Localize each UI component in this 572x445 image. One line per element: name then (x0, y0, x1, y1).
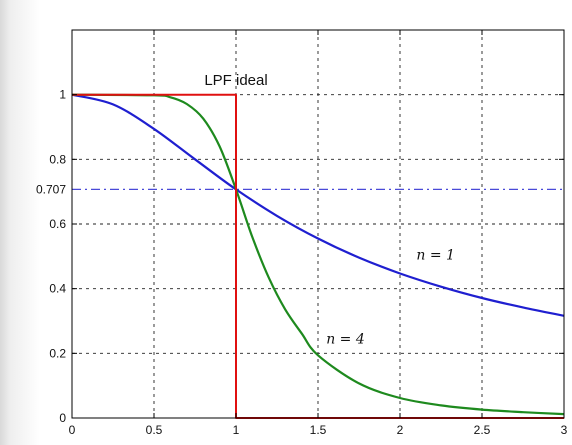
y-tick-label: 0 (59, 411, 66, 425)
x-tick-label: 3 (561, 423, 568, 437)
series-label-n4: n = 4 (326, 332, 365, 348)
series-label-n1: n = 1 (416, 248, 455, 264)
x-tick-label: 1 (233, 423, 240, 437)
x-tick-label: 2.5 (474, 423, 491, 437)
y-tick-label: 0.8 (49, 152, 66, 166)
y-tick-label: 0.6 (49, 217, 66, 231)
annotation-lpf-ideal: LPF ideal (204, 72, 267, 89)
x-tick-label: 2 (397, 423, 404, 437)
labels: 0 0.5 1 1.5 2 2.5 3 0 0.2 0.4 0.6 0.8 1 0.707 n = 1 n =… (36, 72, 568, 437)
axis-ticks (71, 30, 565, 419)
x-tick-label: 0.5 (146, 423, 163, 437)
series-line-n4 (71, 93, 565, 416)
y-tick-label: 1 (59, 88, 66, 102)
y-tick-label: 0.4 (49, 282, 66, 296)
x-tick-label: 1.5 (310, 423, 327, 437)
reference-line-label: 0.707 (36, 182, 66, 196)
series-line-n1 (71, 93, 565, 317)
y-tick-label: 0.2 (49, 346, 66, 360)
x-tick-label: 0 (69, 423, 76, 437)
